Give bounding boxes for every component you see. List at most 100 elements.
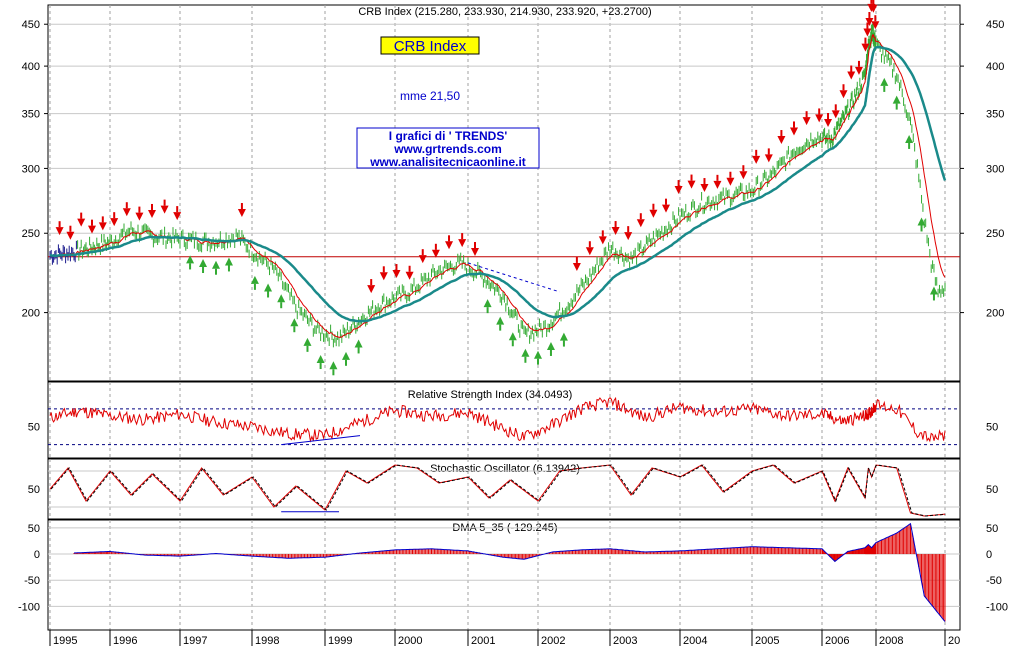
slow-moving-average — [49, 45, 947, 323]
sell-arrow-icon — [88, 225, 96, 234]
x-tick-label: 2006 — [825, 635, 849, 647]
buy-arrow-icon — [290, 318, 299, 327]
buy-arrow-icon — [329, 361, 338, 370]
fast-moving-average — [49, 34, 946, 339]
sell-arrow-icon — [824, 119, 833, 128]
x-tick-label: 2005 — [755, 635, 779, 647]
sell-arrow-icon — [379, 272, 388, 281]
sell-arrow-icon — [764, 154, 773, 163]
credits-line: www.grtrends.com — [393, 142, 502, 156]
rsi-trend-line — [281, 435, 361, 446]
price-bars — [49, 22, 946, 348]
x-tick-label: 1998 — [255, 635, 279, 647]
x-tick-label: 2004 — [683, 635, 707, 647]
sell-arrow-icon — [405, 271, 414, 280]
dma-ytick-label: 0 — [34, 549, 40, 561]
sell-arrow-icon — [674, 186, 683, 195]
buy-arrow-icon — [508, 332, 517, 341]
sell-arrow-icon — [624, 232, 633, 241]
credits-line: I grafici di ' TRENDS' — [389, 129, 508, 143]
sell-arrow-icon — [611, 227, 620, 236]
sell-arrow-icon — [861, 43, 870, 52]
buy-arrow-icon — [483, 299, 492, 308]
buy-arrow-icon — [534, 350, 542, 359]
sell-arrow-icon — [66, 231, 75, 240]
moving-average-label: mme 21,50 — [400, 89, 460, 103]
buy-arrow-icon — [354, 339, 363, 348]
stoch-ytick-label: 50 — [986, 484, 998, 496]
legend-box — [380, 36, 480, 55]
buy-arrow-icon — [917, 217, 926, 226]
sell-arrow-icon — [135, 212, 144, 221]
dma-ytick-label: 0 — [986, 549, 992, 561]
sell-arrow-icon — [173, 212, 182, 221]
dma-ytick-label: -100 — [986, 601, 1008, 613]
price-ytick-label: 400 — [986, 61, 1004, 73]
buy-arrow-icon — [559, 332, 568, 341]
buy-arrow-icon — [212, 260, 220, 269]
buy-arrow-icon — [303, 337, 312, 346]
price-ytick-label: 250 — [22, 228, 40, 240]
buy-arrow-icon — [496, 316, 505, 325]
x-tick-label: 2008 — [879, 635, 903, 647]
sell-arrow-icon — [777, 136, 786, 145]
buy-arrow-icon — [186, 255, 195, 264]
buy-arrow-icon — [316, 355, 325, 364]
sell-arrow-icon — [713, 180, 722, 189]
sell-arrow-icon — [237, 209, 246, 218]
sell-arrow-icon — [418, 255, 427, 264]
price-chart-title: CRB Index (215.280, 233.930, 214.930, 23… — [358, 6, 651, 18]
sell-arrow-icon — [649, 209, 658, 218]
rsi-title: Relative Strength Index (34.0493) — [408, 389, 573, 401]
signal-arrows — [55, 0, 938, 376]
sell-arrow-icon — [726, 177, 735, 186]
buy-arrow-icon — [546, 341, 555, 350]
x-tick-label: 2000 — [398, 635, 422, 647]
buy-arrow-icon — [277, 294, 286, 303]
dma-ytick-label: 50 — [986, 523, 998, 535]
dma-ytick-label: -100 — [18, 601, 40, 613]
sell-arrow-icon — [77, 218, 86, 227]
sell-arrow-icon — [839, 90, 848, 99]
rsi-line — [49, 396, 946, 443]
sell-arrow-icon — [854, 66, 863, 75]
sell-arrow-icon — [865, 17, 874, 26]
sell-arrow-icon — [662, 204, 670, 213]
credits-line: www.analisitecnicaonline.it — [369, 155, 526, 169]
sell-arrow-icon — [471, 248, 479, 257]
credits-box — [356, 127, 540, 169]
price-ytick-label: 300 — [986, 163, 1004, 175]
dma-ytick-label: 50 — [28, 523, 40, 535]
panel-frame-2 — [47, 381, 961, 459]
dma-ytick-label: -50 — [986, 575, 1002, 587]
price-ytick-label: 450 — [22, 19, 40, 31]
stoch-d-line — [50, 464, 946, 517]
buy-arrow-icon — [224, 257, 233, 266]
x-tick-label: 2003 — [613, 635, 637, 647]
buy-arrow-icon — [199, 259, 208, 268]
buy-arrow-icon — [880, 77, 889, 86]
sell-arrow-icon — [739, 171, 748, 180]
x-tick-label: 2001 — [471, 635, 495, 647]
buy-arrow-icon — [250, 275, 259, 284]
sell-arrow-icon — [598, 236, 607, 245]
dma-bars — [73, 523, 946, 622]
stoch-ytick-label: 50 — [28, 484, 40, 496]
sell-arrow-icon — [815, 114, 824, 123]
sell-arrow-icon — [831, 110, 840, 119]
sell-arrow-icon — [110, 218, 119, 227]
sell-arrow-icon — [585, 247, 594, 256]
sell-arrow-icon — [869, 4, 878, 13]
sell-arrow-icon — [431, 249, 440, 258]
buy-arrow-icon — [521, 348, 530, 357]
sell-arrow-icon — [802, 117, 811, 126]
price-ytick-label: 350 — [22, 109, 40, 121]
x-tick-label: 2002 — [541, 635, 565, 647]
sell-arrow-icon — [863, 28, 872, 37]
sell-arrow-icon — [700, 184, 709, 193]
buy-arrow-icon — [892, 95, 901, 104]
stochastic-title: Stochastic Oscillator (6.13942) — [430, 463, 580, 475]
sell-arrow-icon — [392, 270, 401, 279]
sell-arrow-icon — [687, 180, 696, 189]
